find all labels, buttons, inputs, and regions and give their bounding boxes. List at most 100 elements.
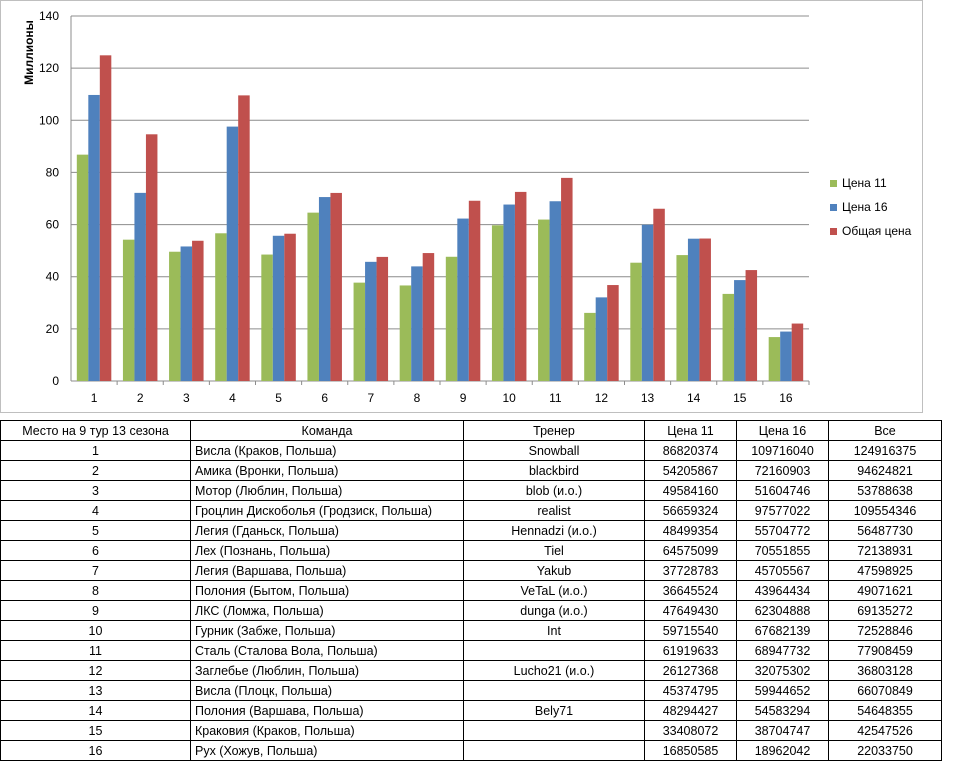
- cell-place: 2: [0, 460, 191, 481]
- header-coach: Тренер: [463, 420, 645, 441]
- bar-общая-цена-7: [376, 256, 389, 381]
- cell-price-16: 72160903: [736, 460, 829, 481]
- cell-price-16: 97577022: [736, 500, 829, 521]
- cell-total: 72138931: [828, 540, 942, 561]
- cell-team: Полония (Варшава, Польша): [190, 700, 464, 721]
- cell-total: 56487730: [828, 520, 942, 541]
- cell-coach: realist: [463, 500, 645, 521]
- legend-swatch: [830, 228, 837, 235]
- cell-total: 36803128: [828, 660, 942, 681]
- bar-цена-11-13: [630, 262, 642, 381]
- cell-team: ЛКС (Ломжа, Польша): [190, 600, 464, 621]
- bar-цена-16-4: [226, 126, 239, 382]
- legend-swatch: [830, 180, 837, 187]
- cell-total: 22033750: [828, 740, 942, 761]
- bar-общая-цена-1: [99, 55, 112, 381]
- x-tick-label: 3: [183, 391, 190, 405]
- cell-team: Висла (Краков, Польша): [190, 440, 464, 461]
- data-table: Место на 9 тур 13 сезона Команда Тренер …: [0, 420, 942, 761]
- chart-area: 0 20 40 60 80 100 120 140 Миллионы 1 2 3 4 5 6 7 8 9 10 11 1…: [0, 0, 923, 413]
- cell-place: 12: [0, 660, 191, 681]
- cell-coach: [463, 640, 645, 661]
- table-row: 6 Лех (Познань, Польша) Tiel 64575099 705518…: [0, 540, 942, 561]
- cell-place: 9: [0, 600, 191, 621]
- cell-total: 109554346: [828, 500, 942, 521]
- cell-price-16: 68947732: [736, 640, 829, 661]
- cell-team: Гурник (Забже, Польша): [190, 620, 464, 641]
- cell-coach: Tiel: [463, 540, 645, 561]
- cell-coach: VeTaL (и.о.): [463, 580, 645, 601]
- cell-place: 1: [0, 440, 191, 461]
- cell-team: Заглебье (Люблин, Польша): [190, 660, 464, 681]
- cell-total: 94624821: [828, 460, 942, 481]
- legend-swatch: [830, 204, 837, 211]
- cell-price-11: 56659324: [644, 500, 737, 521]
- cell-price-11: 26127368: [644, 660, 737, 681]
- y-tick-label: 60: [46, 218, 60, 232]
- table-row: 15 Краковия (Краков, Польша) 33408072 38704…: [0, 720, 942, 741]
- legend-label: Цена 11: [842, 176, 887, 190]
- cell-team: Полония (Бытом, Польша): [190, 580, 464, 601]
- header-price-11: Цена 11: [644, 420, 737, 441]
- bar-цена-16-1: [88, 94, 100, 381]
- cell-coach: [463, 720, 645, 741]
- cell-place: 7: [0, 560, 191, 581]
- y-tick-label: 20: [46, 322, 60, 336]
- bar-общая-цена-10: [514, 191, 527, 381]
- table-row: 7 Легия (Варшава, Польша) Yakub 37728783 457…: [0, 560, 942, 581]
- cell-price-16: 54583294: [736, 700, 829, 721]
- cell-price-16: 62304888: [736, 600, 829, 621]
- bar-цена-11-14: [676, 255, 688, 381]
- cell-team: Краковия (Краков, Польша): [190, 720, 464, 741]
- bar-цена-16-5: [272, 235, 285, 381]
- bar-цена-16-9: [457, 218, 469, 381]
- legend-label: Цена 16: [842, 200, 888, 214]
- bar-цена-16-12: [595, 297, 608, 381]
- cell-price-16: 67682139: [736, 620, 829, 641]
- bar-общая-цена-2: [145, 134, 158, 381]
- cell-coach: Int: [463, 620, 645, 641]
- cell-place: 6: [0, 540, 191, 561]
- cell-price-11: 48499354: [644, 520, 737, 541]
- y-tick-label: 40: [46, 270, 60, 284]
- cell-place: 11: [0, 640, 191, 661]
- bar-общая-цена-12: [607, 285, 619, 381]
- bar-цена-16-15: [734, 280, 746, 381]
- y-axis-label: Миллионы: [22, 20, 36, 85]
- bar-цена-16-11: [549, 201, 562, 381]
- cell-price-16: 32075302: [736, 660, 829, 681]
- cell-coach: blob (и.о.): [463, 480, 645, 501]
- bar-цена-11-4: [215, 233, 227, 381]
- bar-цена-16-14: [687, 238, 700, 381]
- bar-цена-11-3: [169, 251, 181, 381]
- cell-price-11: 49584160: [644, 480, 737, 501]
- table-row: 1 Висла (Краков, Польша) Snowball 86820374 1…: [0, 440, 942, 461]
- bar-цена-11-2: [122, 239, 135, 381]
- bar-общая-цена-5: [284, 233, 296, 381]
- bar-цена-11-9: [445, 256, 458, 381]
- cell-price-11: 86820374: [644, 440, 737, 461]
- cell-total: 47598925: [828, 560, 942, 581]
- cell-place: 3: [0, 480, 191, 501]
- cell-price-11: 16850585: [644, 740, 737, 761]
- cell-place: 8: [0, 580, 191, 601]
- cell-price-16: 55704772: [736, 520, 829, 541]
- bar-общая-цена-11: [561, 177, 573, 381]
- cell-price-16: 59944652: [736, 680, 829, 701]
- cell-team: Мотор (Люблин, Польша): [190, 480, 464, 501]
- bar-цена-11-15: [722, 293, 735, 381]
- bar-общая-цена-4: [238, 95, 250, 382]
- table-row: 14 Полония (Варшава, Польша) Bely71 4829442…: [0, 700, 942, 721]
- cell-total: 77908459: [828, 640, 942, 661]
- bar-цена-11-7: [353, 282, 366, 381]
- cell-price-16: 51604746: [736, 480, 829, 501]
- table-row: 11 Сталь (Сталова Вола, Польша) 61919633 68…: [0, 640, 942, 661]
- table-row: 3 Мотор (Люблин, Польша) blob (и.о.) 495841…: [0, 480, 942, 501]
- cell-place: 10: [0, 620, 191, 641]
- cell-coach: [463, 680, 645, 701]
- bar-цена-16-8: [411, 266, 423, 381]
- table-row: 12 Заглебье (Люблин, Польша) Lucho21 (и.о.…: [0, 660, 942, 681]
- bar-общая-цена-3: [192, 240, 204, 381]
- cell-coach: blackbird: [463, 460, 645, 481]
